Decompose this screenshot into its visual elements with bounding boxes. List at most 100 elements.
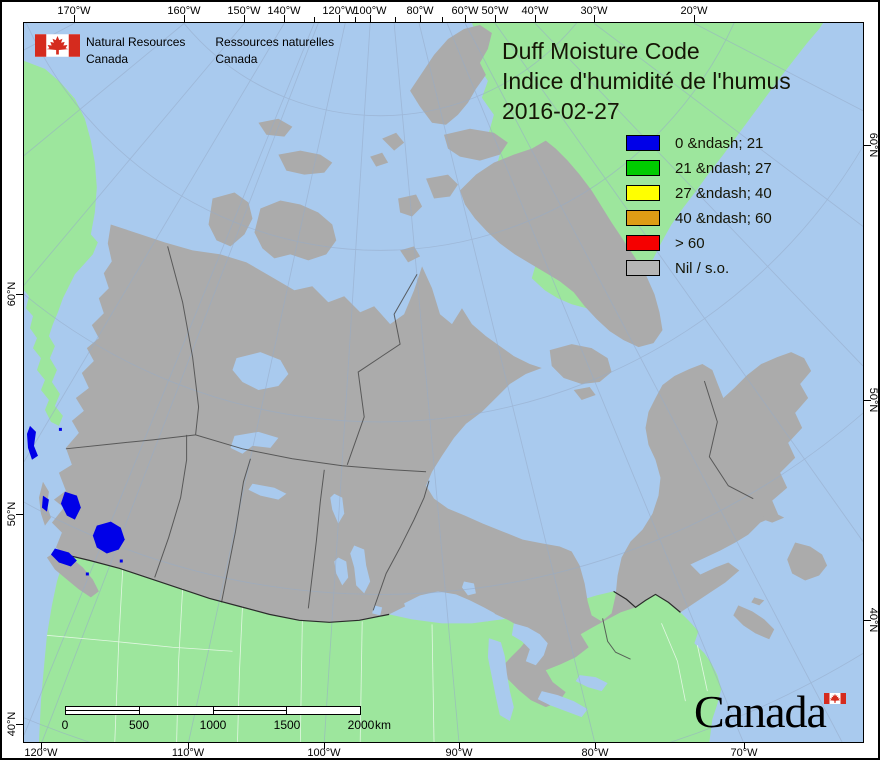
canada-flag-icon [35, 34, 80, 57]
nrcan-text-en-2: Canada [86, 52, 129, 66]
nrcan-text-fr-1: Ressources naturelles [215, 35, 335, 49]
legend-row: 21 &ndash; 27 [626, 159, 772, 177]
tick-top [244, 15, 245, 22]
meridian-label-top: 20°W [680, 5, 708, 17]
tick-top [420, 15, 421, 22]
meridian-label-bottom: 110°W [171, 747, 205, 759]
meridian-label-top: 50°W [481, 5, 509, 17]
scale-segment [213, 707, 288, 714]
meridian-label-top: 40°W [521, 5, 549, 17]
tick-bottom [324, 743, 325, 749]
scale-bar-graphic [65, 706, 361, 715]
tick-right [864, 145, 871, 146]
canada-wordmark: Canada [694, 686, 827, 737]
title-date: 2016-02-27 [502, 98, 620, 124]
meridian-label-top: 150°W [227, 5, 261, 17]
scale-bar: 0 500 1000 1500 2000 km [62, 706, 391, 732]
legend-label: Nil / s.o. [675, 259, 730, 277]
title-line-fr: Indice d'humidité de l'humus [502, 68, 791, 94]
legend-swatch [626, 260, 660, 276]
legend-swatch [626, 135, 660, 151]
meridian-label-bottom: 120°W [24, 747, 58, 759]
tick-left [16, 514, 23, 515]
tick-top [465, 15, 466, 22]
legend-label: > 60 [675, 234, 705, 252]
legend-row: 0 &ndash; 21 [626, 134, 772, 152]
nrcan-text-fr-2: Canada [215, 52, 258, 66]
tick-top-minor [395, 17, 396, 22]
legend-row: Nil / s.o. [626, 259, 772, 277]
legend-swatch [626, 235, 660, 251]
map-title: Duff Moisture Code Indice d'humidité de … [502, 36, 791, 126]
scale-segment [66, 707, 140, 714]
meridian-label-bottom: 70°W [730, 747, 758, 759]
tick-bottom [459, 743, 460, 749]
title-line-en: Duff Moisture Code [502, 38, 700, 64]
legend-swatch [626, 160, 660, 176]
province-borders [65, 246, 754, 660]
tick-top [184, 15, 185, 22]
dmc-low-patches [26, 425, 125, 576]
map-frame [23, 22, 864, 743]
tick-left [16, 724, 23, 725]
legend-row: 40 &ndash; 60 [626, 209, 772, 227]
tick-top [694, 15, 695, 22]
tick-top-minor [355, 17, 356, 22]
meridian-label-top: 120°W [322, 5, 356, 17]
nrcan-text-en-1: Natural Resources [86, 35, 186, 49]
scale-label: 0 [61, 718, 69, 732]
scale-segment [287, 707, 360, 714]
meridian-label-top: 140°W [267, 5, 301, 17]
legend-label: 21 &ndash; 27 [675, 159, 772, 177]
scale-label: 2000 [347, 718, 375, 732]
tick-top [535, 15, 536, 22]
tick-top [284, 15, 285, 22]
meridian-label-top: 160°W [167, 5, 201, 17]
tick-top [370, 15, 371, 22]
meridian-label-top: 30°W [580, 5, 608, 17]
tick-right [864, 400, 871, 401]
nrcan-logo: Natural Resources Canada Ressources natu… [35, 34, 334, 68]
meridian-label-top: 100°W [353, 5, 387, 17]
tick-top [495, 15, 496, 22]
scale-label: 1500 [273, 718, 301, 732]
meridian-label-top: 60°W [451, 5, 479, 17]
tick-bottom [595, 743, 596, 749]
legend-swatch [626, 185, 660, 201]
legend-label: 0 &ndash; 21 [675, 134, 764, 152]
canada-mainland [51, 224, 812, 708]
tick-right [864, 620, 871, 621]
tick-top-minor [442, 17, 443, 22]
alaska-landmass [24, 60, 98, 426]
meridian-label-bottom: 80°W [581, 747, 609, 759]
tick-bottom [188, 743, 189, 749]
meridian-label-top: 80°W [406, 5, 434, 17]
tick-top [594, 15, 595, 22]
scale-label: 1000 [199, 718, 227, 732]
scale-unit: km [375, 718, 391, 732]
legend: 0 &ndash; 21 21 &ndash; 27 27 &ndash; 40 40… [626, 135, 772, 285]
tick-top [339, 15, 340, 22]
tick-top [74, 15, 75, 22]
meridian-label-top: 170°W [57, 5, 91, 17]
scale-label: 500 [128, 718, 150, 732]
legend-label: 40 &ndash; 60 [675, 209, 772, 227]
scale-segment [140, 707, 214, 714]
tick-top-minor [314, 17, 315, 22]
tick-bottom [744, 743, 745, 749]
canada-us-border [64, 553, 681, 623]
legend-label: 27 &ndash; 40 [675, 184, 772, 202]
wordmark-flag-icon [824, 693, 846, 704]
legend-swatch [626, 210, 660, 226]
lakes [230, 352, 608, 722]
meridian-label-bottom: 90°W [445, 747, 473, 759]
graticule [24, 23, 863, 742]
arctic-islands [208, 24, 663, 400]
tick-left [16, 294, 23, 295]
canada-dmc-map [24, 23, 863, 742]
tick-bottom [41, 743, 42, 749]
legend-row: 27 &ndash; 40 [626, 184, 772, 202]
legend-row: > 60 [626, 234, 772, 252]
meridian-label-bottom: 100°W [307, 747, 341, 759]
